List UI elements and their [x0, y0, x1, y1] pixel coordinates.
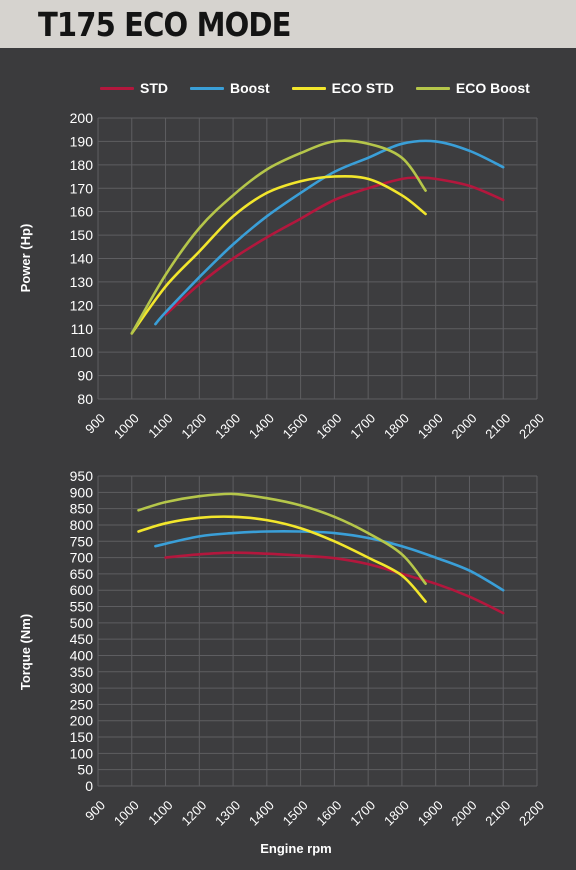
- power-x-tick-1400: 1400: [246, 411, 277, 442]
- power-x-tick-1300: 1300: [212, 411, 243, 442]
- legend-label-eco-std: ECO STD: [331, 80, 394, 96]
- legend-label-std: STD: [140, 80, 168, 96]
- power-x-tick-2200: 2200: [516, 411, 547, 442]
- power-x-tick-1000: 1000: [111, 411, 142, 442]
- legend-label-eco-boost: ECO Boost: [455, 80, 530, 96]
- torque-x-tick-1000: 1000: [111, 798, 142, 829]
- torque-x-tick-1700: 1700: [347, 798, 378, 829]
- torque-y-tick-150: 150: [70, 729, 94, 745]
- torque-y-tick-650: 650: [70, 566, 94, 582]
- torque-x-tick-1100: 1100: [145, 798, 175, 828]
- power-series-eco-std: [130, 175, 427, 335]
- torque-y-tick-300: 300: [70, 680, 94, 696]
- legend: STD Boost ECO STD ECO Boost: [100, 76, 560, 100]
- power-series-std: [164, 176, 505, 316]
- page-title: T175 ECO MODE: [38, 5, 291, 44]
- power-y-tick-120: 120: [70, 297, 94, 313]
- torque-x-tick-1900: 1900: [415, 798, 446, 829]
- torque-y-tick-800: 800: [70, 517, 94, 533]
- torque-x-tick-2000: 2000: [449, 798, 480, 829]
- torque-y-tick-750: 750: [70, 533, 94, 549]
- power-x-tick-1500: 1500: [280, 411, 311, 442]
- torque-y-tick-250: 250: [70, 696, 94, 712]
- torque-y-tick-50: 50: [77, 762, 93, 778]
- torque-y-tick-450: 450: [70, 631, 94, 647]
- power-y-tick-140: 140: [70, 251, 94, 267]
- legend-item-std: STD: [100, 80, 168, 96]
- legend-item-eco-boost: ECO Boost: [415, 80, 530, 96]
- legend-swatch-std: [100, 86, 134, 90]
- power-x-tick-1200: 1200: [178, 411, 209, 442]
- power-y-tick-170: 170: [70, 180, 94, 196]
- legend-label-boost: Boost: [230, 80, 270, 96]
- power-y-tick-110: 110: [71, 321, 94, 337]
- power-x-tick-2000: 2000: [449, 411, 480, 442]
- torque-x-tick-1600: 1600: [313, 798, 344, 829]
- power-x-tick-2100: 2100: [482, 411, 513, 442]
- power-x-tick-1100: 1100: [145, 411, 175, 441]
- power-series-eco-boost: [130, 139, 427, 335]
- legend-item-eco-std: ECO STD: [291, 80, 394, 96]
- torque-plot-area: [98, 476, 537, 786]
- power-y-tick-100: 100: [70, 344, 94, 360]
- torque-series-eco-boost: [137, 492, 427, 585]
- torque-chart: 0501001502002503003504004505005506006507…: [18, 468, 547, 829]
- torque-series-boost: [154, 529, 505, 592]
- torque-y-tick-350: 350: [70, 664, 94, 680]
- torque-series-std: [164, 551, 505, 615]
- torque-y-axis-label: Torque (Nm): [18, 614, 33, 690]
- torque-y-tick-900: 900: [70, 484, 94, 500]
- torque-x-tick-900: 900: [82, 798, 108, 824]
- torque-y-tick-700: 700: [70, 550, 94, 566]
- power-y-axis-label: Power (Hp): [18, 224, 33, 293]
- power-x-tick-1700: 1700: [347, 411, 378, 442]
- torque-y-tick-100: 100: [70, 745, 94, 761]
- power-y-tick-80: 80: [77, 391, 93, 407]
- power-y-tick-160: 160: [70, 204, 94, 220]
- torque-series-eco-std: [137, 515, 427, 603]
- power-x-tick-1600: 1600: [313, 411, 344, 442]
- torque-x-tick-1400: 1400: [246, 798, 277, 829]
- power-y-tick-90: 90: [77, 368, 93, 384]
- torque-y-tick-200: 200: [70, 713, 94, 729]
- legend-item-boost: Boost: [190, 80, 270, 96]
- legend-swatch-boost: [190, 86, 224, 90]
- header-bar: T175 ECO MODE: [0, 0, 576, 48]
- torque-x-tick-1300: 1300: [212, 798, 243, 829]
- torque-y-tick-550: 550: [70, 599, 94, 615]
- power-chart: 80 90 100 110 120 130 140 150 160 170 180 190 200 900…: [18, 110, 547, 442]
- legend-swatch-eco-boost: [415, 86, 450, 90]
- torque-x-tick-2200: 2200: [516, 798, 547, 829]
- power-y-tick-150: 150: [70, 227, 94, 243]
- torque-y-tick-950: 950: [70, 468, 94, 484]
- power-x-tick-1900: 1900: [415, 411, 446, 442]
- power-x-tick-900: 900: [82, 411, 108, 437]
- power-y-tick-130: 130: [70, 274, 94, 290]
- power-series-boost: [154, 139, 505, 326]
- power-y-tick-180: 180: [70, 157, 94, 173]
- torque-x-tick-1500: 1500: [280, 798, 311, 829]
- power-y-tick-200: 200: [70, 110, 94, 126]
- legend-swatch-eco-std: [291, 86, 326, 90]
- torque-x-tick-2100: 2100: [482, 798, 513, 829]
- power-y-tick-190: 190: [70, 133, 94, 149]
- torque-y-tick-500: 500: [70, 615, 94, 631]
- x-axis-label: Engine rpm: [260, 841, 332, 856]
- torque-x-tick-1800: 1800: [381, 798, 412, 829]
- torque-y-tick-850: 850: [70, 501, 94, 517]
- torque-x-tick-1200: 1200: [178, 798, 209, 829]
- torque-y-tick-400: 400: [70, 647, 94, 663]
- power-x-tick-1800: 1800: [381, 411, 412, 442]
- torque-y-tick-600: 600: [70, 582, 94, 598]
- torque-y-tick-0: 0: [85, 778, 93, 794]
